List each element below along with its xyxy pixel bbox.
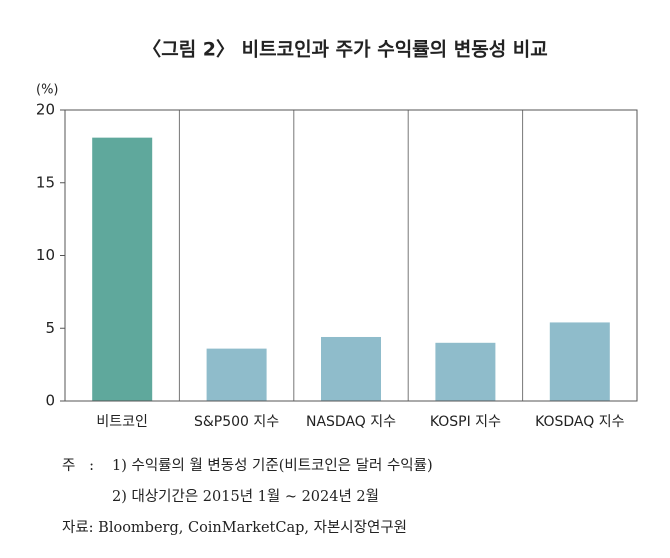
x-tick-label: KOSDAQ 지수 bbox=[535, 414, 625, 430]
note: 2) 대상기간은 2015년 1월 ~ 2024년 2월 bbox=[112, 488, 379, 505]
note-prefix: 주 : bbox=[62, 458, 94, 474]
y-tick-label: 10 bbox=[36, 246, 55, 264]
y-tick-label: 0 bbox=[45, 392, 55, 410]
x-tick-label: NASDAQ 지수 bbox=[306, 414, 396, 430]
y-tick-label: 20 bbox=[36, 101, 55, 119]
y-tick-label: 15 bbox=[36, 173, 55, 191]
y-tick-label: 5 bbox=[45, 319, 55, 337]
source: 자료: Bloomberg, CoinMarketCap, 자본시장연구원 bbox=[62, 519, 407, 536]
bar bbox=[549, 322, 610, 401]
x-tick-label: KOSPI 지수 bbox=[430, 414, 501, 430]
y-unit: (%) bbox=[36, 83, 59, 98]
bar bbox=[435, 342, 496, 401]
plot-frame bbox=[64, 109, 638, 402]
bar bbox=[321, 336, 381, 401]
bar bbox=[92, 137, 153, 401]
chart-title: 〈그림 2〉 비트코인과 주가 수익률의 변동성 비교 bbox=[142, 38, 548, 61]
x-tick-label: 비트코인 bbox=[96, 414, 148, 430]
bar bbox=[206, 348, 267, 401]
x-tick-label: S&P500 지수 bbox=[194, 414, 279, 430]
note: 1) 수익률의 월 변동성 기준(비트코인은 달러 수익률) bbox=[112, 457, 433, 474]
